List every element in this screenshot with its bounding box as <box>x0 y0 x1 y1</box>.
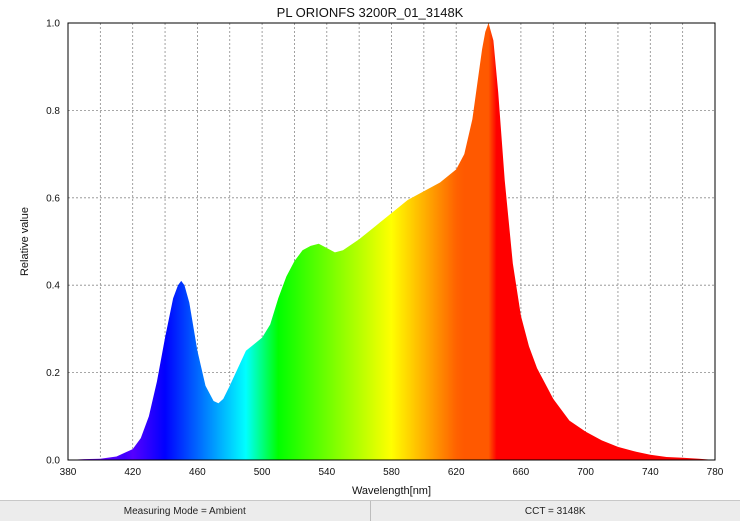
spectrum-chart: 380 420 460 500 540 580 620 660 700 740 780 0.0 0.2 0… <box>19 19 724 498</box>
x-tick-label: 700 <box>577 467 594 478</box>
x-tick-label: 380 <box>60 467 77 478</box>
x-tick-label: 500 <box>254 467 271 478</box>
chart-title: PL ORIONFS 3200R_01_3148K <box>276 5 464 20</box>
x-tick-label: 740 <box>642 467 659 478</box>
y-tick-label: 0.8 <box>46 106 60 117</box>
tick-labels: 380 420 460 500 540 580 620 660 700 740 780 0.0 0.2 0… <box>46 19 724 479</box>
x-tick-label: 540 <box>318 467 335 478</box>
status-bar: Measuring Mode = Ambient CCT = 3148K <box>0 500 740 521</box>
y-tick-label: 0.6 <box>46 193 60 204</box>
y-tick-label: 0.4 <box>46 281 60 292</box>
x-tick-label: 460 <box>189 467 206 478</box>
x-tick-label: 580 <box>383 467 400 478</box>
x-axis-title: Wavelength[nm] <box>352 485 431 497</box>
plot-frame <box>67 22 716 461</box>
spectrum-area <box>68 23 715 460</box>
x-tick-label: 620 <box>448 467 465 478</box>
measuring-mode-status: Measuring Mode = Ambient <box>0 501 370 521</box>
cct-status: CCT = 3148K <box>369 501 740 521</box>
y-tick-label: 1.0 <box>46 19 60 30</box>
y-axis-title: Relative value <box>19 207 31 276</box>
y-tick-label: 0.0 <box>46 456 60 467</box>
y-tick-label: 0.2 <box>46 368 60 379</box>
x-tick-label: 780 <box>707 467 724 478</box>
x-tick-label: 660 <box>513 467 530 478</box>
x-tick-label: 420 <box>124 467 141 478</box>
